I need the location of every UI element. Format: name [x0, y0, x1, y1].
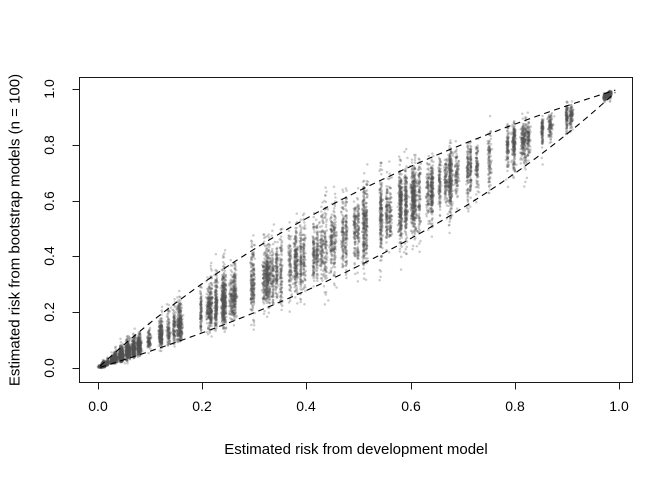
- y-tick-label: 0.8: [41, 135, 57, 155]
- x-tick-label: 0.4: [296, 398, 316, 414]
- x-tick-label: 0.8: [505, 398, 525, 414]
- x-axis-title: Estimated risk from development model: [224, 441, 488, 458]
- y-tick-label: 0.4: [41, 246, 57, 266]
- x-tick-label: 1.0: [609, 398, 629, 414]
- y-tick-label: 0.0: [41, 358, 57, 378]
- x-tick-label: 0.2: [192, 398, 212, 414]
- x-tick-label: 0.0: [88, 398, 108, 414]
- y-tick-label: 0.2: [41, 302, 57, 322]
- y-tick-label: 0.6: [41, 191, 57, 211]
- x-tick-label: 0.6: [401, 398, 421, 414]
- y-tick-label: 1.0: [41, 79, 57, 99]
- y-axis-title: Estimated risk from bootstrap models (n …: [6, 73, 24, 387]
